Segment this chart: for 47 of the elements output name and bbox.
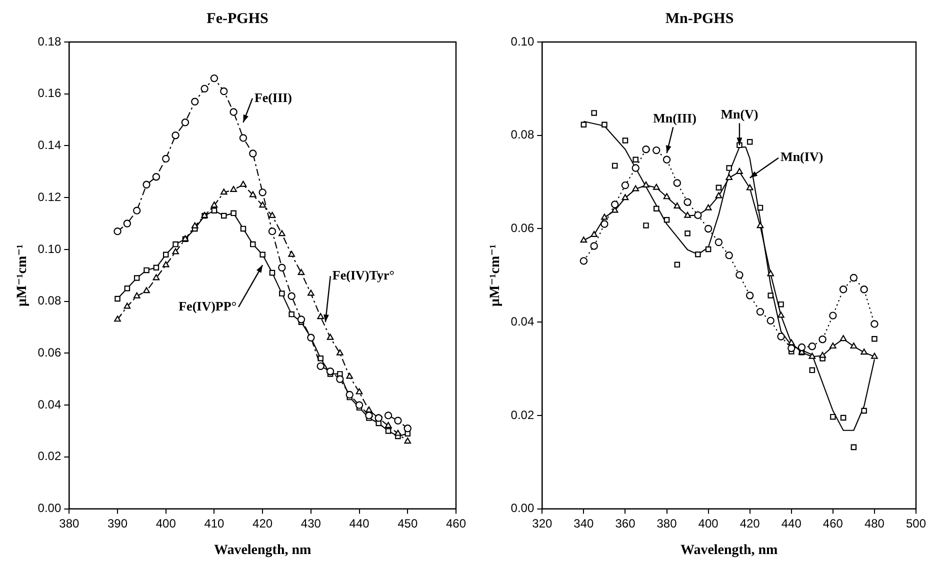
y-tick-label: 0.14 — [38, 138, 62, 152]
x-tick-label: 340 — [574, 516, 594, 530]
y-tick-label: 0.08 — [38, 294, 62, 308]
x-tick-label: 460 — [446, 516, 466, 530]
y-tick-label: 0.08 — [510, 128, 534, 142]
x-tick-label: 500 — [906, 516, 926, 530]
y-axis-title: μM⁻¹cm⁻¹ — [488, 244, 504, 306]
x-axis-title: Wavelength, nm — [680, 543, 778, 558]
x-tick-label: 460 — [822, 516, 844, 530]
x-tick-label: 430 — [300, 516, 322, 530]
y-tick-label: 0.12 — [38, 190, 62, 204]
x-tick-label: 320 — [532, 516, 552, 530]
annotation: Mn(III) — [653, 110, 696, 126]
x-tick-label: 420 — [740, 516, 760, 530]
x-tick-label: 450 — [398, 516, 418, 530]
x-axis-title: Wavelength, nm — [214, 543, 312, 558]
x-tick-label: 360 — [615, 516, 636, 530]
y-tick-label: 0.00 — [38, 501, 62, 516]
x-tick-label: 440 — [781, 516, 802, 530]
y-tick-label: 0.16 — [38, 86, 62, 100]
x-tick-label: 380 — [656, 516, 678, 530]
y-tick-label: 0.04 — [38, 397, 62, 412]
annotation: Mn(V) — [720, 106, 758, 122]
x-tick-label: 480 — [864, 516, 885, 530]
annotation: Fe(IV)PP° — [178, 298, 237, 314]
x-tick-label: 440 — [349, 516, 370, 530]
annotation: Fe(III) — [254, 90, 292, 105]
x-tick-label: 410 — [204, 516, 225, 530]
y-tick-label: 0.02 — [38, 449, 62, 464]
x-tick-label: 380 — [59, 516, 80, 530]
y-tick-label: 0.04 — [510, 314, 534, 328]
x-tick-label: 400 — [156, 516, 176, 530]
x-tick-label: 400 — [698, 516, 719, 530]
annotation: Mn(IV) — [780, 149, 824, 164]
y-tick-label: 0.02 — [510, 408, 534, 422]
x-tick-label: 420 — [252, 516, 273, 530]
x-tick-label: 390 — [107, 516, 128, 530]
chart-title: Fe-PGHS — [206, 10, 268, 27]
y-tick-label: 0.18 — [38, 34, 62, 48]
y-tick-label: 0.00 — [510, 501, 534, 516]
y-tick-label: 0.06 — [510, 221, 534, 236]
y-tick-label: 0.10 — [510, 34, 534, 48]
annotation: Fe(IV)Tyr° — [332, 267, 394, 282]
y-tick-label: 0.06 — [38, 346, 62, 360]
chart-title: Mn-PGHS — [665, 10, 734, 27]
y-tick-label: 0.10 — [38, 242, 62, 256]
y-axis-title: μM⁻¹cm⁻¹ — [15, 244, 30, 306]
